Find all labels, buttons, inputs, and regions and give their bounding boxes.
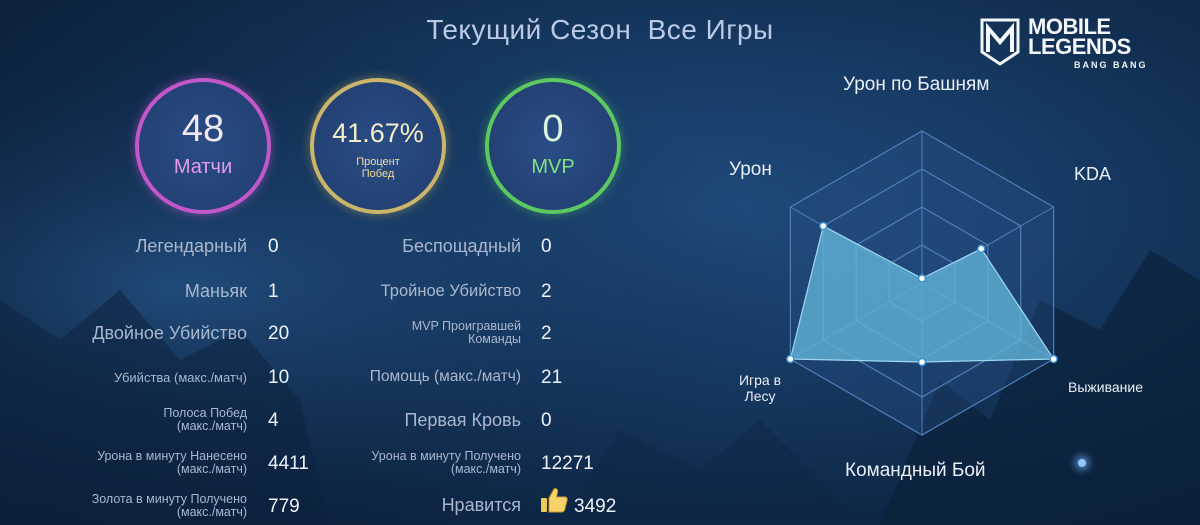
matches-value: 48 [181,108,225,150]
radar-label-tower-damage: Урон по Башням [843,74,990,95]
radar-label-jungle-line1: Игра в [738,372,782,388]
page-title: Текущий Сезон Все Игры [0,14,1200,46]
radar-vertex-point [786,354,795,364]
stat-value-damage-taken-per-min: 12271 [541,453,594,474]
stat-label-damage-taken-per-min-line1: Урона в минуту Получено [371,449,521,463]
matches-label: Матчи [173,156,233,178]
stat-value-first-blood: 0 [541,410,552,431]
stat-label-double-kill: Двойное Убийство [92,323,247,343]
mvp-circle: 0 MVP [485,78,621,214]
radar-label-jungle-line2: Лесу [744,388,776,404]
stat-label-damage-dealt-per-min-line1: Урона в минуту Нанесено [97,449,247,463]
stat-label-first-blood: Первая Кровь [404,410,521,430]
stat-value-mvp-losing-team: 2 [541,323,552,344]
stat-label-damage-dealt-per-min: Урона в минуту Нанесено (макс./матч) [20,450,247,476]
radar-vertex-point [976,244,986,254]
performance-radar-chart [786,130,1058,436]
win-rate-label: Процент Побед [314,156,442,180]
stat-label-mvp-losing-team-line2: Команды [468,332,521,346]
radar-vertex-point [1049,354,1058,364]
win-rate-circle: 41.67% Процент Побед [310,78,446,214]
stat-label-mvp-losing-team-line1: MVP Проигравшей [411,319,521,333]
radar-vertex-point [819,221,828,231]
stat-label-mvp-losing-team: MVP Проигравшей Команды [300,320,521,346]
radar-label-survival: Выживание [1068,379,1143,395]
radar-vertex-point [917,274,927,283]
stat-value-legendary: 0 [268,236,279,257]
stat-label-likes: Нравится [441,495,521,515]
logo-text-bang-bang: BANG BANG [1074,60,1148,70]
stat-label-gold-per-min-line2: (макс./матч) [176,505,247,519]
radar-vertex-point [917,357,927,367]
stat-value-kills-max: 10 [268,367,290,388]
stat-label-maniac: Маньяк [184,281,247,301]
radar-label-jungle: Игра в Лесу [730,372,790,404]
stat-value-assists-max: 21 [541,367,563,388]
stat-value-double-kill: 20 [268,323,290,344]
stat-label-gold-per-min-line1: Золота в минуту Получено [91,492,247,506]
stat-label-damage-taken-per-min: Урона в минуту Получено (макс./матч) [300,450,521,476]
stat-value-triple-kill: 2 [541,281,552,302]
stat-label-win-streak-line1: Полоса Побед [163,406,247,420]
stat-value-maniac: 1 [268,281,279,302]
tab-all-games[interactable]: Все Игры [647,14,774,45]
radar-label-teamfight: Командный Бой [845,460,986,481]
stat-label-triple-kill: Тройное Убийство [380,282,521,300]
stat-label-kills-max: Убийства (макс./матч) [114,370,247,385]
stat-label-win-streak-line2: (макс./матч) [176,419,247,433]
thumbs-up-icon[interactable] [540,487,568,513]
stat-label-assists-max: Помощь (макс./матч) [369,368,521,385]
stat-value-win-streak: 4 [268,410,279,431]
win-rate-value: 41.67% [332,118,424,148]
logo-emblem-icon [980,18,1020,66]
sparkle-decoration [1078,459,1086,467]
win-rate-label-line1: Процент [356,156,400,168]
win-rate-label-line2: Побед [361,168,395,180]
stat-label-damage-taken-per-min-line2: (макс./матч) [450,462,521,476]
logo-text-mobile: MOBILE [1028,14,1111,39]
mvp-value: 0 [542,108,564,150]
stat-value-damage-dealt-per-min: 4411 [268,453,309,474]
stat-label-savage: Беспощадный [402,236,521,256]
radar-label-kda: KDA [1074,164,1112,184]
stat-value-likes: 3492 [574,496,617,517]
mobile-legends-logo: MOBILE LEGENDS BANG BANG [978,14,1158,74]
stat-label-damage-dealt-per-min-line2: (макс./матч) [176,462,247,476]
stat-label-legendary: Легендарный [135,236,247,256]
tab-current-season[interactable]: Текущий Сезон [426,14,632,45]
mvp-label: MVP [531,156,575,178]
stat-value-savage: 0 [541,236,552,257]
stat-label-win-streak: Полоса Побед (макс./матч) [20,407,247,433]
stat-label-gold-per-min: Золота в минуту Получено (макс./матч) [20,493,247,519]
matches-circle: 48 Матчи [135,78,271,214]
logo-text-legends: LEGENDS [1028,34,1131,59]
radar-label-damage: Урон [729,159,772,180]
stat-value-gold-per-min: 779 [268,496,300,517]
